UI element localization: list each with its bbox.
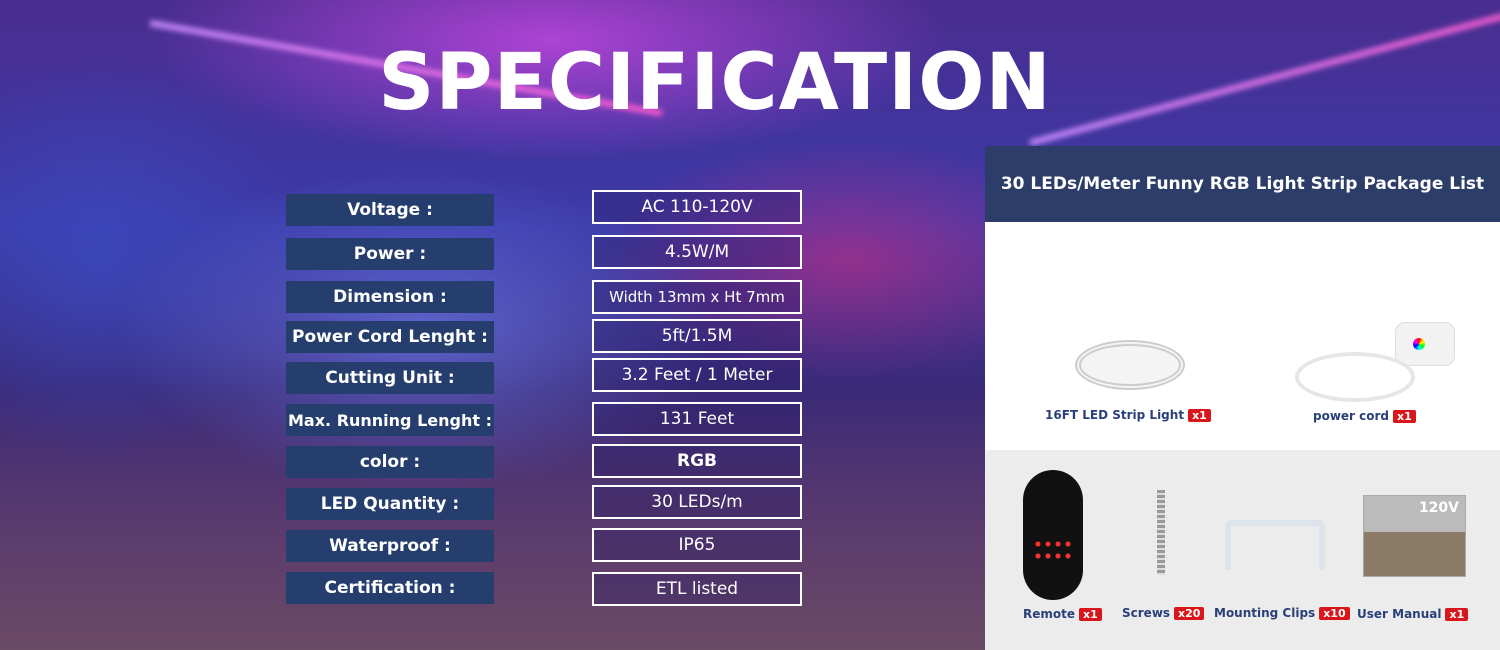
mounting-clip-image bbox=[1225, 520, 1325, 570]
package-list-panel: 30 LEDs/Meter Funny RGB Light Strip Pack… bbox=[985, 146, 1500, 650]
page-title: SPECIFICATION bbox=[378, 38, 1052, 128]
spec-value: RGB bbox=[592, 444, 802, 478]
item-name: Screws bbox=[1122, 606, 1171, 620]
qty-badge: x1 bbox=[1079, 608, 1102, 621]
item-name: Remote bbox=[1023, 607, 1076, 621]
spec-label: Waterproof : bbox=[286, 530, 494, 562]
package-item: User Manual x1 bbox=[1357, 607, 1469, 621]
spec-label: Max. Running Lenght : bbox=[286, 404, 494, 436]
spec-value: AC 110-120V bbox=[592, 190, 802, 224]
spec-label: LED Quantity : bbox=[286, 488, 494, 520]
qty-badge: x1 bbox=[1188, 409, 1211, 422]
spec-value: IP65 bbox=[592, 528, 802, 562]
qty-badge: x1 bbox=[1393, 410, 1416, 423]
screw-image bbox=[1157, 490, 1165, 575]
package-main-items: 16FT LED Strip Light x1 power cord x1 bbox=[985, 222, 1500, 450]
item-name: User Manual bbox=[1357, 607, 1442, 621]
package-item: Mounting Clips x10 bbox=[1214, 606, 1350, 620]
item-name: Mounting Clips bbox=[1214, 606, 1316, 620]
package-accessories: 120V Remote x1 Screws x20 Mounting Clips x1… bbox=[985, 450, 1500, 650]
package-item: Screws x20 bbox=[1122, 606, 1205, 620]
manual-cover-text: 120V bbox=[1418, 500, 1459, 516]
qty-badge: x10 bbox=[1319, 607, 1350, 620]
item-name: 16FT LED Strip Light bbox=[1045, 408, 1185, 422]
package-item: power cord x1 bbox=[1313, 409, 1416, 423]
spec-value: 3.2 Feet / 1 Meter bbox=[592, 358, 802, 392]
spec-value: 5ft/1.5M bbox=[592, 319, 802, 353]
package-item: 16FT LED Strip Light x1 bbox=[1045, 408, 1211, 422]
spec-value: ETL listed bbox=[592, 572, 802, 606]
spec-label: Power Cord Lenght : bbox=[286, 321, 494, 353]
spec-label: color : bbox=[286, 446, 494, 478]
qty-badge: x20 bbox=[1174, 607, 1205, 620]
spec-value: Width 13mm x Ht 7mm bbox=[592, 280, 802, 314]
spec-label: Power : bbox=[286, 238, 494, 270]
user-manual-image: 120V bbox=[1363, 495, 1466, 577]
spec-value: 4.5W/M bbox=[592, 235, 802, 269]
spec-label: Voltage : bbox=[286, 194, 494, 226]
package-item: Remote x1 bbox=[1023, 607, 1102, 621]
power-cord-image bbox=[1285, 322, 1455, 412]
item-name: power cord bbox=[1313, 409, 1390, 423]
spec-label: Cutting Unit : bbox=[286, 362, 494, 394]
spec-value: 131 Feet bbox=[592, 402, 802, 436]
spec-label: Certification : bbox=[286, 572, 494, 604]
led-strip-image bbox=[1075, 340, 1185, 390]
spec-label: Dimension : bbox=[286, 281, 494, 313]
spec-value: 30 LEDs/m bbox=[592, 485, 802, 519]
remote-image bbox=[1023, 470, 1083, 600]
qty-badge: x1 bbox=[1445, 608, 1469, 621]
package-list-title: 30 LEDs/Meter Funny RGB Light Strip Pack… bbox=[985, 146, 1500, 222]
